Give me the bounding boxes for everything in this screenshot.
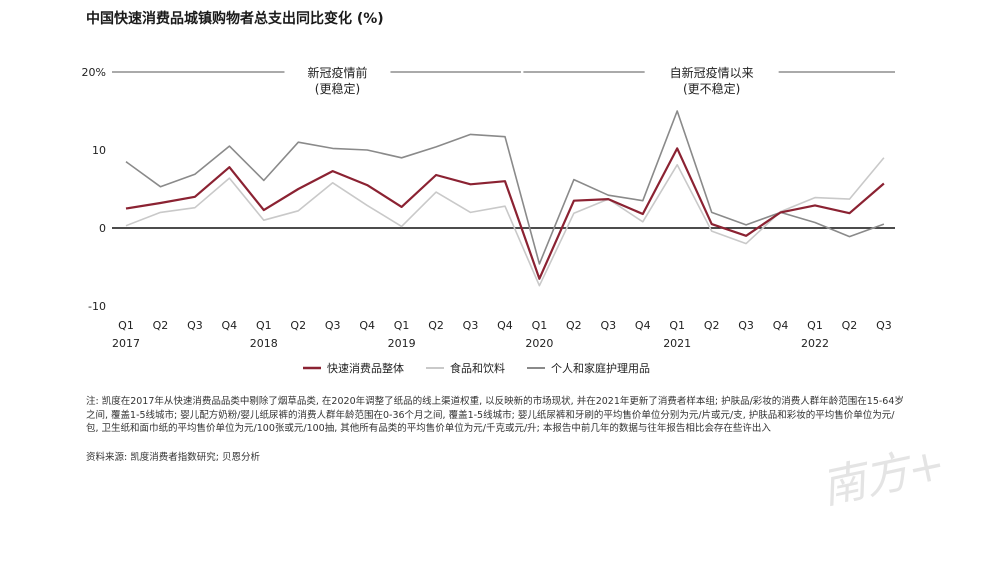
year-label: 2021 bbox=[663, 337, 691, 350]
x-tick-label: Q4 bbox=[635, 319, 651, 332]
year-label: 2022 bbox=[801, 337, 829, 350]
year-label: 2018 bbox=[250, 337, 278, 350]
x-tick-label: Q2 bbox=[704, 319, 720, 332]
y-tick-label: 20% bbox=[82, 66, 106, 79]
x-tick-label: Q2 bbox=[290, 319, 306, 332]
y-tick-label: -10 bbox=[88, 300, 106, 313]
x-tick-label: Q4 bbox=[773, 319, 789, 332]
y-tick-label: 10 bbox=[92, 144, 106, 157]
x-tick-label: Q2 bbox=[428, 319, 444, 332]
x-tick-label: Q2 bbox=[153, 319, 169, 332]
x-tick-label: Q1 bbox=[669, 319, 685, 332]
x-tick-label: Q2 bbox=[842, 319, 858, 332]
year-label: 2020 bbox=[525, 337, 553, 350]
series-line bbox=[125, 110, 885, 265]
year-label: 2017 bbox=[112, 337, 140, 350]
series-line bbox=[125, 147, 885, 280]
legend-label: 快速消费品整体 bbox=[327, 361, 404, 375]
x-tick-label: Q3 bbox=[600, 319, 616, 332]
period-sublabel: (更不稳定) bbox=[683, 81, 740, 96]
x-tick-label: Q4 bbox=[222, 319, 238, 332]
x-tick-label: Q4 bbox=[359, 319, 375, 332]
watermark-logo: 南方+ bbox=[816, 438, 950, 515]
x-tick-label: Q4 bbox=[497, 319, 513, 332]
year-label: 2019 bbox=[388, 337, 416, 350]
footnote: 注: 凯度在2017年从快速消费品品类中剔除了烟草品类, 在2020年调整了纸品… bbox=[86, 396, 904, 434]
x-tick-label: Q1 bbox=[807, 319, 823, 332]
x-tick-label: Q3 bbox=[463, 319, 479, 332]
x-tick-label: Q1 bbox=[394, 319, 410, 332]
x-tick-label: Q1 bbox=[256, 319, 272, 332]
y-tick-label: 0 bbox=[99, 222, 106, 235]
x-tick-label: Q3 bbox=[876, 319, 892, 332]
x-tick-label: Q3 bbox=[738, 319, 754, 332]
x-tick-label: Q3 bbox=[325, 319, 341, 332]
x-tick-label: Q2 bbox=[566, 319, 582, 332]
x-tick-label: Q1 bbox=[532, 319, 548, 332]
chart-title: 中国快速消费品城镇购物者总支出同比变化 (%) bbox=[86, 11, 384, 27]
x-tick-label: Q3 bbox=[187, 319, 203, 332]
period-sublabel: (更稳定) bbox=[315, 81, 360, 96]
source-note: 资料来源: 凯度消费者指数研究; 贝恩分析 bbox=[86, 452, 260, 463]
period-label: 自新冠疫情以来 bbox=[670, 65, 754, 80]
series-line bbox=[125, 157, 885, 287]
legend-label: 个人和家庭护理用品 bbox=[551, 361, 650, 375]
legend-label: 食品和饮料 bbox=[450, 361, 505, 375]
line-chart: 新冠疫情前(更稳定) 自新冠疫情以来(更不稳定) -10 0 10 20% Q1 Q2 Q3 Q… bbox=[82, 65, 895, 375]
period-label: 新冠疫情前 bbox=[307, 65, 367, 80]
x-tick-label: Q1 bbox=[118, 319, 134, 332]
